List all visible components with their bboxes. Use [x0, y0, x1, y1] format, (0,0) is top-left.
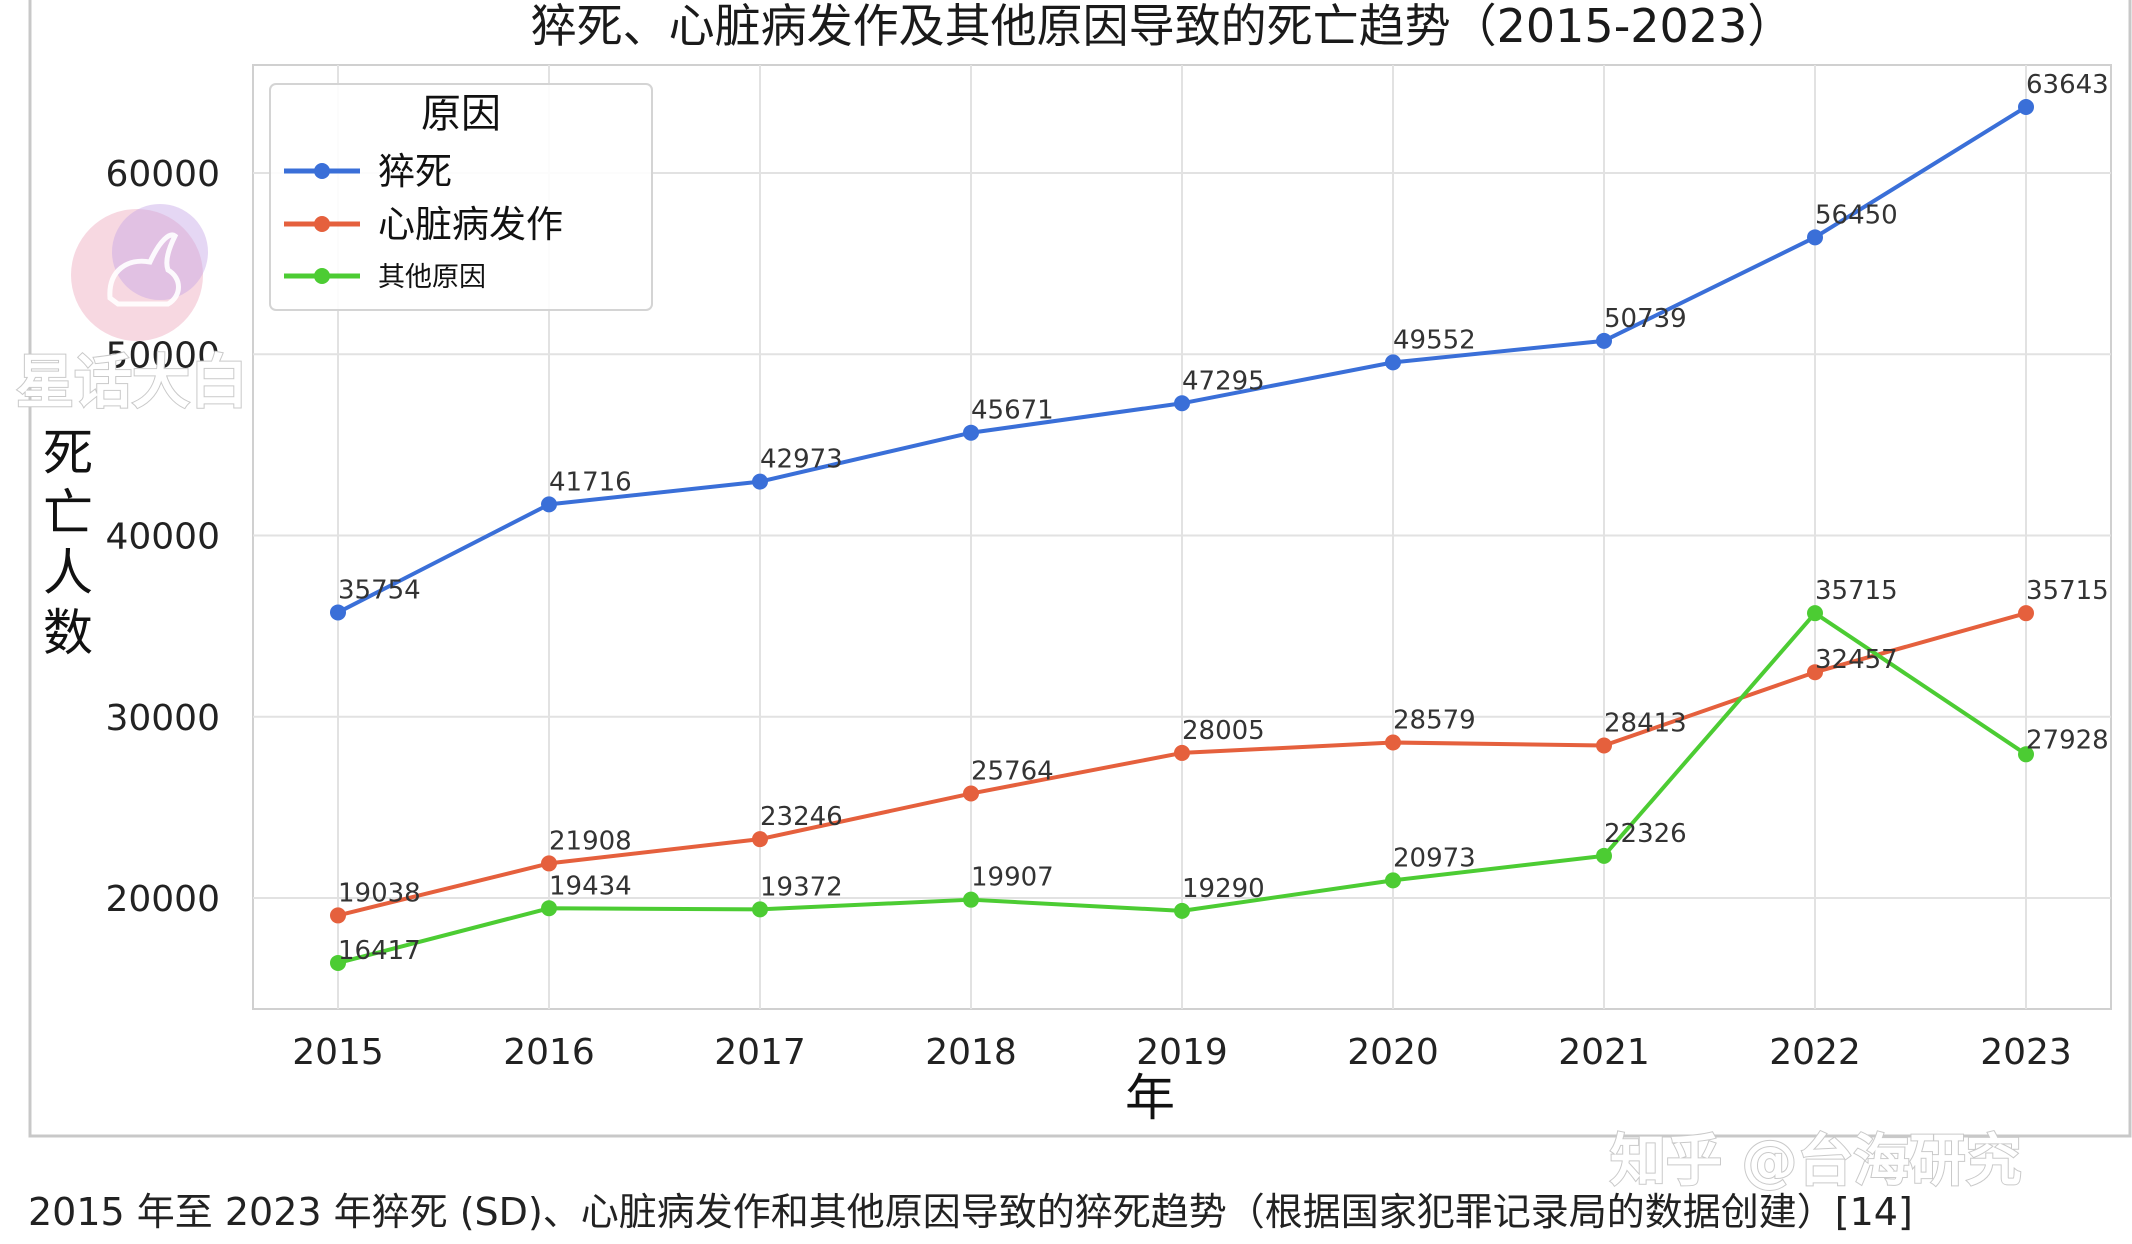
- legend-title: 原因: [421, 91, 501, 137]
- data-label: 50739: [1604, 304, 1687, 334]
- x-tick-label: 2018: [925, 1032, 1017, 1073]
- y-axis-label: 死亡人数: [43, 424, 93, 662]
- data-point: [963, 891, 979, 908]
- series: [330, 98, 2034, 971]
- data-point: [752, 901, 768, 918]
- data-label: 32457: [1815, 645, 1898, 675]
- data-label: 16417: [338, 936, 421, 966]
- y-axis-label-char: 数: [43, 604, 93, 662]
- data-label: 42973: [760, 445, 843, 475]
- grid: [253, 65, 2111, 1009]
- legend-marker: [314, 163, 330, 179]
- data-label: 25764: [971, 757, 1054, 787]
- chart-title: 猝死、心脏病发作及其他原因导致的死亡趋势（2015-2023）: [531, 0, 1794, 53]
- data-label: 45671: [971, 396, 1054, 426]
- x-tick-label: 2022: [1769, 1032, 1861, 1073]
- data-point: [1385, 354, 1401, 371]
- data-label: 35715: [1815, 576, 1898, 606]
- y-tick-label: 20000: [105, 879, 220, 920]
- data-label: 56450: [1815, 200, 1898, 230]
- legend-label: 心脏病发作: [378, 203, 563, 246]
- data-point: [330, 604, 346, 621]
- data-label: 20973: [1393, 843, 1476, 873]
- data-label: 28579: [1393, 706, 1476, 736]
- watermark-top-left: 星话大白: [15, 204, 249, 417]
- legend-label: 猝死: [378, 150, 452, 193]
- data-point: [2018, 605, 2034, 622]
- data-label: 19038: [338, 878, 421, 908]
- x-axis-ticks: 2015 2016 2017 2018 2019 2020 2021 2022 2023: [292, 1032, 2072, 1073]
- data-point: [1807, 229, 1823, 246]
- data-point: [963, 785, 979, 802]
- x-axis-label: 年: [1125, 1069, 1175, 1127]
- data-label: 35754: [338, 575, 421, 605]
- x-tick-label: 2017: [714, 1032, 806, 1073]
- x-tick-label: 2020: [1347, 1032, 1439, 1073]
- data-point: [1174, 902, 1190, 919]
- data-point: [330, 907, 346, 924]
- x-tick-label: 2019: [1136, 1032, 1228, 1073]
- y-tick-label: 30000: [105, 698, 220, 739]
- data-point: [330, 954, 346, 971]
- data-label: 63643: [2026, 70, 2109, 100]
- y-axis-label-char: 人: [43, 544, 93, 602]
- y-tick-label: 50000: [105, 335, 220, 376]
- x-tick-label: 2023: [1980, 1032, 2072, 1073]
- data-label: 28005: [1182, 716, 1265, 746]
- data-label: 41716: [549, 467, 632, 497]
- watermark-logo-inner: [112, 204, 208, 300]
- data-point: [1807, 664, 1823, 681]
- legend-label: 其他原因: [378, 262, 486, 293]
- data-point: [2018, 98, 2034, 115]
- data-point: [541, 900, 557, 917]
- data-label: 19907: [971, 863, 1054, 893]
- data-label: 35715: [2026, 576, 2109, 606]
- data-label: 28413: [1604, 709, 1687, 739]
- data-label: 19290: [1182, 874, 1265, 904]
- watermark-rabbit-icon: [107, 232, 181, 307]
- figure-caption: 2015 年至 2023 年猝死 (SD)、心脏病发作和其他原因导致的猝死趋势（…: [28, 1190, 1913, 1234]
- data-point: [752, 831, 768, 848]
- data-label: 19372: [760, 872, 843, 902]
- data-point: [541, 855, 557, 872]
- data-point: [1174, 395, 1190, 412]
- data-point: [752, 473, 768, 490]
- data-point: [1596, 737, 1612, 754]
- y-tick-label: 40000: [105, 517, 220, 558]
- x-tick-label: 2015: [292, 1032, 384, 1073]
- data-labels: 35754 41716 42973 45671 47295 49552 50739 56450…: [338, 70, 2109, 966]
- y-axis-label-char: 死: [43, 424, 93, 482]
- x-tick-label: 2021: [1558, 1032, 1650, 1073]
- y-axis-ticks: 20000 30000 40000 50000 60000: [105, 154, 220, 920]
- data-label: 49552: [1393, 325, 1476, 355]
- x-tick-label: 2016: [503, 1032, 595, 1073]
- data-label: 23246: [760, 802, 843, 832]
- data-label: 22326: [1604, 819, 1687, 849]
- data-point: [1385, 734, 1401, 751]
- data-point: [541, 496, 557, 513]
- data-point: [1807, 605, 1823, 622]
- data-point: [1174, 744, 1190, 761]
- legend-box: [269, 83, 653, 311]
- y-axis-label-char: 亡: [43, 484, 93, 542]
- data-label: 47295: [1182, 366, 1265, 396]
- legend-marker: [314, 216, 330, 232]
- legend-marker: [314, 268, 330, 284]
- data-label: 27928: [2026, 725, 2109, 755]
- y-tick-label: 60000: [105, 154, 220, 195]
- data-point: [2018, 746, 2034, 763]
- data-point: [963, 424, 979, 441]
- data-point: [1596, 332, 1612, 349]
- watermark-text-top-left: 星话大白: [16, 348, 248, 416]
- data-label: 21908: [549, 826, 632, 856]
- data-point: [1385, 872, 1401, 889]
- watermark-text-bottom-right: 知乎 @台海研究: [1610, 1129, 2022, 1194]
- data-point: [1596, 847, 1612, 864]
- data-label: 19434: [549, 871, 632, 901]
